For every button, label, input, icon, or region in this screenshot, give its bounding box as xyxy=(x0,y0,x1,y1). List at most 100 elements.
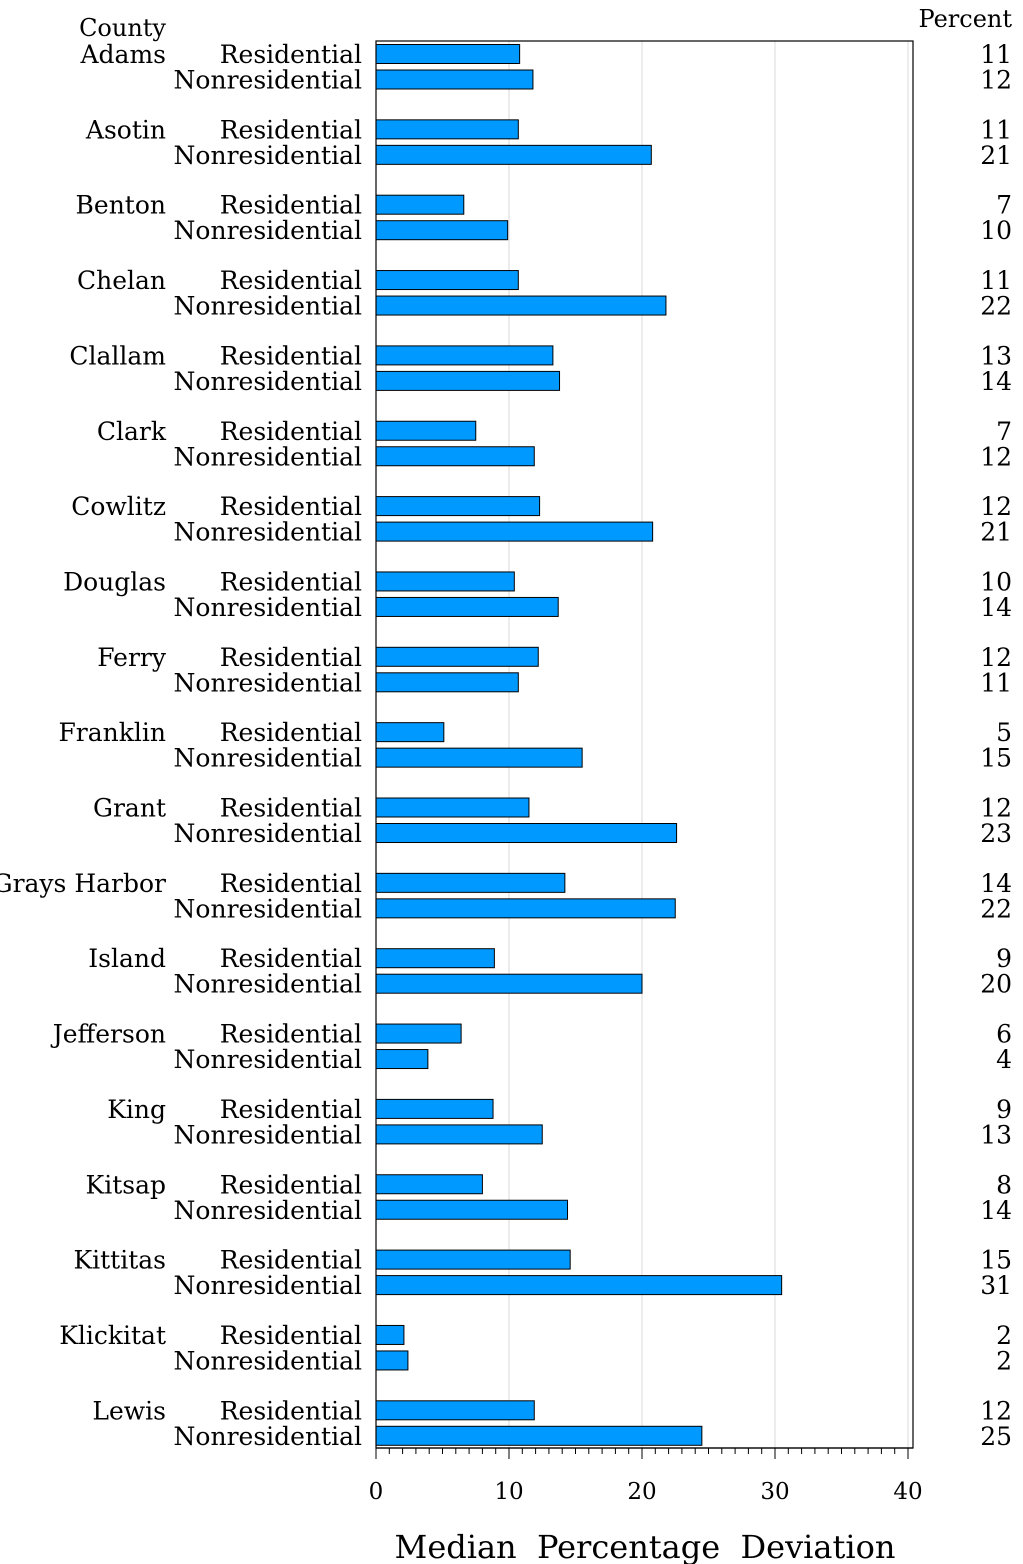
county-label: Benton xyxy=(76,191,166,220)
series-label: Nonresidential xyxy=(174,970,362,999)
bar xyxy=(375,1350,409,1371)
bar xyxy=(375,295,667,316)
value-label: 7 xyxy=(996,417,1012,446)
value-label: 14 xyxy=(980,367,1012,396)
bar xyxy=(375,220,509,241)
bar xyxy=(375,420,477,441)
value-label: 12 xyxy=(980,1396,1012,1425)
county-label: Clark xyxy=(97,417,167,446)
value-label: 12 xyxy=(980,794,1012,823)
county-label: Kitsap xyxy=(86,1170,166,1199)
value-label: 12 xyxy=(980,643,1012,672)
series-label: Residential xyxy=(220,869,362,898)
value-label: 21 xyxy=(980,141,1012,170)
series-label: Residential xyxy=(220,794,362,823)
bar xyxy=(375,1174,483,1195)
bar xyxy=(375,747,583,768)
bar xyxy=(375,1324,405,1345)
series-label: Residential xyxy=(220,115,362,144)
x-tick-label: 0 xyxy=(369,1479,384,1505)
value-label: 13 xyxy=(980,341,1012,370)
value-label: 20 xyxy=(980,970,1012,999)
bar xyxy=(375,571,515,592)
row-labels: Adams Residential 11 Nonresidential 12 Asotin… xyxy=(0,40,1012,1451)
bar xyxy=(375,672,519,693)
series-label: Residential xyxy=(220,944,362,973)
value-label: 6 xyxy=(996,1020,1012,1049)
x-axis: 0 10 20 30 40 xyxy=(369,1447,923,1505)
series-label: Residential xyxy=(220,1095,362,1124)
series-label: Residential xyxy=(220,492,362,521)
bar xyxy=(375,722,445,743)
county-label: Lewis xyxy=(92,1396,166,1425)
percent-header: Percent xyxy=(919,5,1013,33)
county-label: Island xyxy=(88,944,166,973)
bar xyxy=(375,646,539,667)
series-label: Residential xyxy=(220,567,362,596)
series-label: Nonresidential xyxy=(174,1120,362,1149)
county-label: Klickitat xyxy=(59,1321,166,1350)
county-label: Kittitas xyxy=(73,1246,166,1275)
value-label: 5 xyxy=(996,718,1012,747)
plot-frame xyxy=(375,40,914,1449)
bar xyxy=(375,1199,569,1220)
bar xyxy=(375,446,535,467)
series-label: Nonresidential xyxy=(174,518,362,547)
value-label: 8 xyxy=(996,1170,1012,1199)
value-label: 22 xyxy=(980,292,1012,321)
series-label: Residential xyxy=(220,718,362,747)
series-label: Nonresidential xyxy=(174,819,362,848)
value-label: 4 xyxy=(996,1045,1012,1074)
series-label: Residential xyxy=(220,417,362,446)
series-label: Residential xyxy=(220,266,362,295)
value-label: 7 xyxy=(996,191,1012,220)
value-label: 21 xyxy=(980,518,1012,547)
county-label: Grays Harbor xyxy=(0,869,166,898)
series-label: Nonresidential xyxy=(174,216,362,245)
x-tick-label: 30 xyxy=(760,1479,789,1505)
bar xyxy=(375,270,519,291)
value-label: 10 xyxy=(980,216,1012,245)
bar xyxy=(375,69,534,90)
series-label: Nonresidential xyxy=(174,66,362,95)
county-label: Jefferson xyxy=(50,1020,166,1049)
value-label: 9 xyxy=(996,1095,1012,1124)
bar xyxy=(375,1124,543,1145)
bar xyxy=(375,872,566,893)
value-label: 12 xyxy=(980,442,1012,471)
series-label: Nonresidential xyxy=(174,668,362,697)
value-label: 31 xyxy=(980,1271,1012,1300)
bar xyxy=(375,345,554,366)
bar xyxy=(375,194,465,215)
county-label: Clallam xyxy=(69,341,166,370)
bar xyxy=(375,44,521,64)
gridlines xyxy=(508,41,909,1448)
county-label: Chelan xyxy=(77,266,166,295)
bar xyxy=(375,596,559,617)
series-label: Nonresidential xyxy=(174,442,362,471)
series-label: Residential xyxy=(220,1396,362,1425)
bar xyxy=(375,1249,571,1270)
county-label: King xyxy=(107,1095,166,1124)
series-label: Residential xyxy=(220,643,362,672)
value-label: 23 xyxy=(980,819,1012,848)
bar xyxy=(375,797,530,818)
county-label: Franklin xyxy=(58,718,166,747)
value-label: 11 xyxy=(980,668,1012,697)
series-label: Nonresidential xyxy=(174,1045,362,1074)
series-label: Nonresidential xyxy=(174,1271,362,1300)
value-label: 9 xyxy=(996,944,1012,973)
bar xyxy=(375,1425,703,1446)
value-label: 11 xyxy=(980,40,1012,69)
bar xyxy=(375,1098,494,1119)
county-label: Ferry xyxy=(97,643,167,672)
series-label: Nonresidential xyxy=(174,894,362,923)
series-label: Nonresidential xyxy=(174,1196,362,1225)
series-label: Residential xyxy=(220,1246,362,1275)
bar xyxy=(375,948,495,969)
bar xyxy=(375,823,678,843)
county-label: Asotin xyxy=(85,115,166,144)
series-label: Residential xyxy=(220,191,362,220)
bar xyxy=(375,496,541,517)
series-label: Residential xyxy=(220,341,362,370)
